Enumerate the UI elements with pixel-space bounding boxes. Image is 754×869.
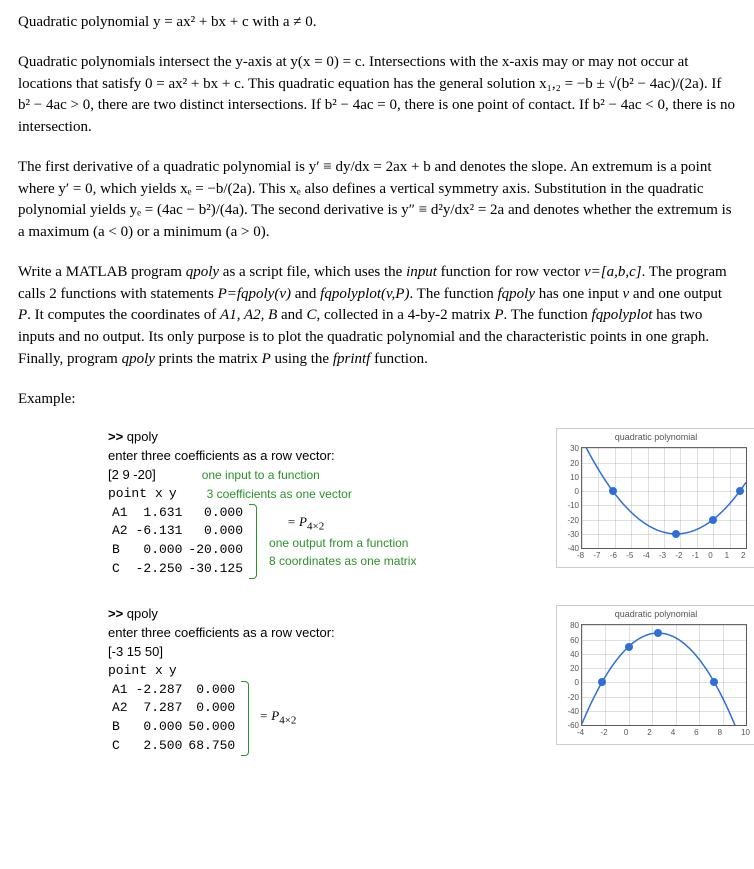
bracket-icon — [241, 681, 249, 756]
console-block-1: >> qpoly enter three coefficients as a r… — [108, 428, 736, 593]
example-label: Example: — [18, 389, 736, 411]
output-matrix-1: A11.6310.000 A2-6.1310.000 B0.000-20.000… — [112, 504, 249, 579]
annot-coeffs: 3 coefficients as one vector — [207, 486, 352, 503]
chart-point — [625, 643, 633, 651]
chart-point — [654, 629, 662, 637]
command: qpoly — [127, 429, 158, 444]
console-block-2: >> qpoly enter three coefficients as a r… — [108, 605, 736, 770]
annot-one-output: one output from a function — [269, 535, 416, 552]
chart-1: quadratic polynomial a > 0 -8-7-6-5-4-3-… — [556, 428, 754, 568]
chart-point — [736, 487, 744, 495]
bracket-icon — [249, 504, 257, 579]
command: qpoly — [127, 606, 158, 621]
chart-point — [709, 516, 717, 524]
intro-line: Quadratic polynomial y = ax² + bx + c wi… — [18, 12, 736, 34]
p-4x2-label: = P4×2 — [259, 707, 296, 730]
output-matrix-2: A1-2.2870.000 A27.2870.000 B0.00050.000 … — [112, 681, 241, 756]
input-prompt: enter three coefficients as a row vector… — [108, 447, 335, 466]
chart-point — [710, 678, 718, 686]
output-header-2: point x y — [108, 662, 183, 681]
user-vector: [2 9 -20] — [108, 466, 156, 485]
chart-point — [598, 678, 606, 686]
annot-one-input: one input to a function — [202, 467, 320, 484]
para-task: Write a MATLAB program qpoly as a script… — [18, 262, 736, 371]
p-4x2-label: = P4×2 — [287, 513, 416, 536]
chart-point — [672, 530, 680, 538]
output-header-1: point x y — [108, 485, 183, 504]
input-prompt: enter three coefficients as a row vector… — [108, 625, 335, 640]
annot-8-coords: 8 coordinates as one matrix — [269, 553, 416, 570]
example-region: >> qpoly enter three coefficients as a r… — [108, 428, 736, 770]
para-intersections: Quadratic polynomials intersect the y-ax… — [18, 52, 736, 139]
user-vector: [-3 15 50] — [108, 644, 163, 659]
prompt: >> — [108, 429, 127, 444]
prompt: >> — [108, 606, 127, 621]
para-derivatives: The first derivative of a quadratic poly… — [18, 157, 736, 244]
chart-point — [609, 487, 617, 495]
chart-2: quadratic polynomial a < 0 -4-20246810-6… — [556, 605, 754, 745]
